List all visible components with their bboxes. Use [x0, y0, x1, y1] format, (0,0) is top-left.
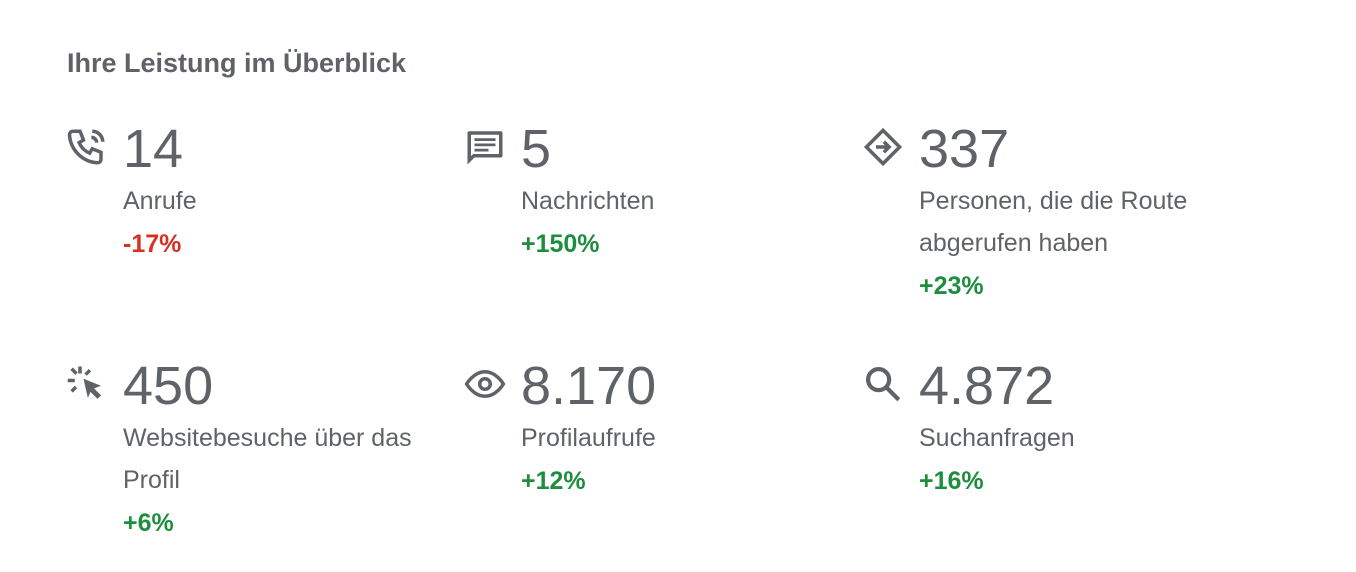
metric-delta: +23% — [919, 272, 984, 300]
metric-delta: +16% — [919, 467, 984, 495]
metric-label: Anrufe — [123, 187, 197, 215]
metric-label: Nachrichten — [521, 187, 655, 215]
metric-delta: +150% — [521, 230, 600, 258]
message-icon — [464, 126, 506, 168]
page-title: Ihre Leistung im Überblick — [67, 48, 407, 78]
directions-icon — [862, 126, 904, 168]
eye-icon — [464, 363, 506, 405]
metric-delta: -17% — [123, 230, 182, 258]
metric-label: Suchanfragen — [919, 424, 1075, 452]
metric-value: 14 — [123, 119, 184, 179]
search-icon — [862, 363, 904, 405]
metric-value: 337 — [919, 119, 1010, 179]
metric-value: 8.170 — [521, 356, 657, 416]
metric-value: 4.872 — [919, 356, 1055, 416]
metric-delta: +6% — [123, 509, 174, 537]
metric-label: Websitebesuche über das Profil — [123, 424, 412, 494]
metric-value: 5 — [521, 119, 552, 179]
click-cursor-icon — [66, 363, 108, 405]
metric-value: 450 — [123, 356, 214, 416]
metric-label: Profilaufrufe — [521, 424, 656, 452]
metric-delta: +12% — [521, 467, 586, 495]
metric-label: Personen, die die Route abgerufen haben — [919, 187, 1188, 257]
phone-call-icon — [66, 126, 108, 168]
